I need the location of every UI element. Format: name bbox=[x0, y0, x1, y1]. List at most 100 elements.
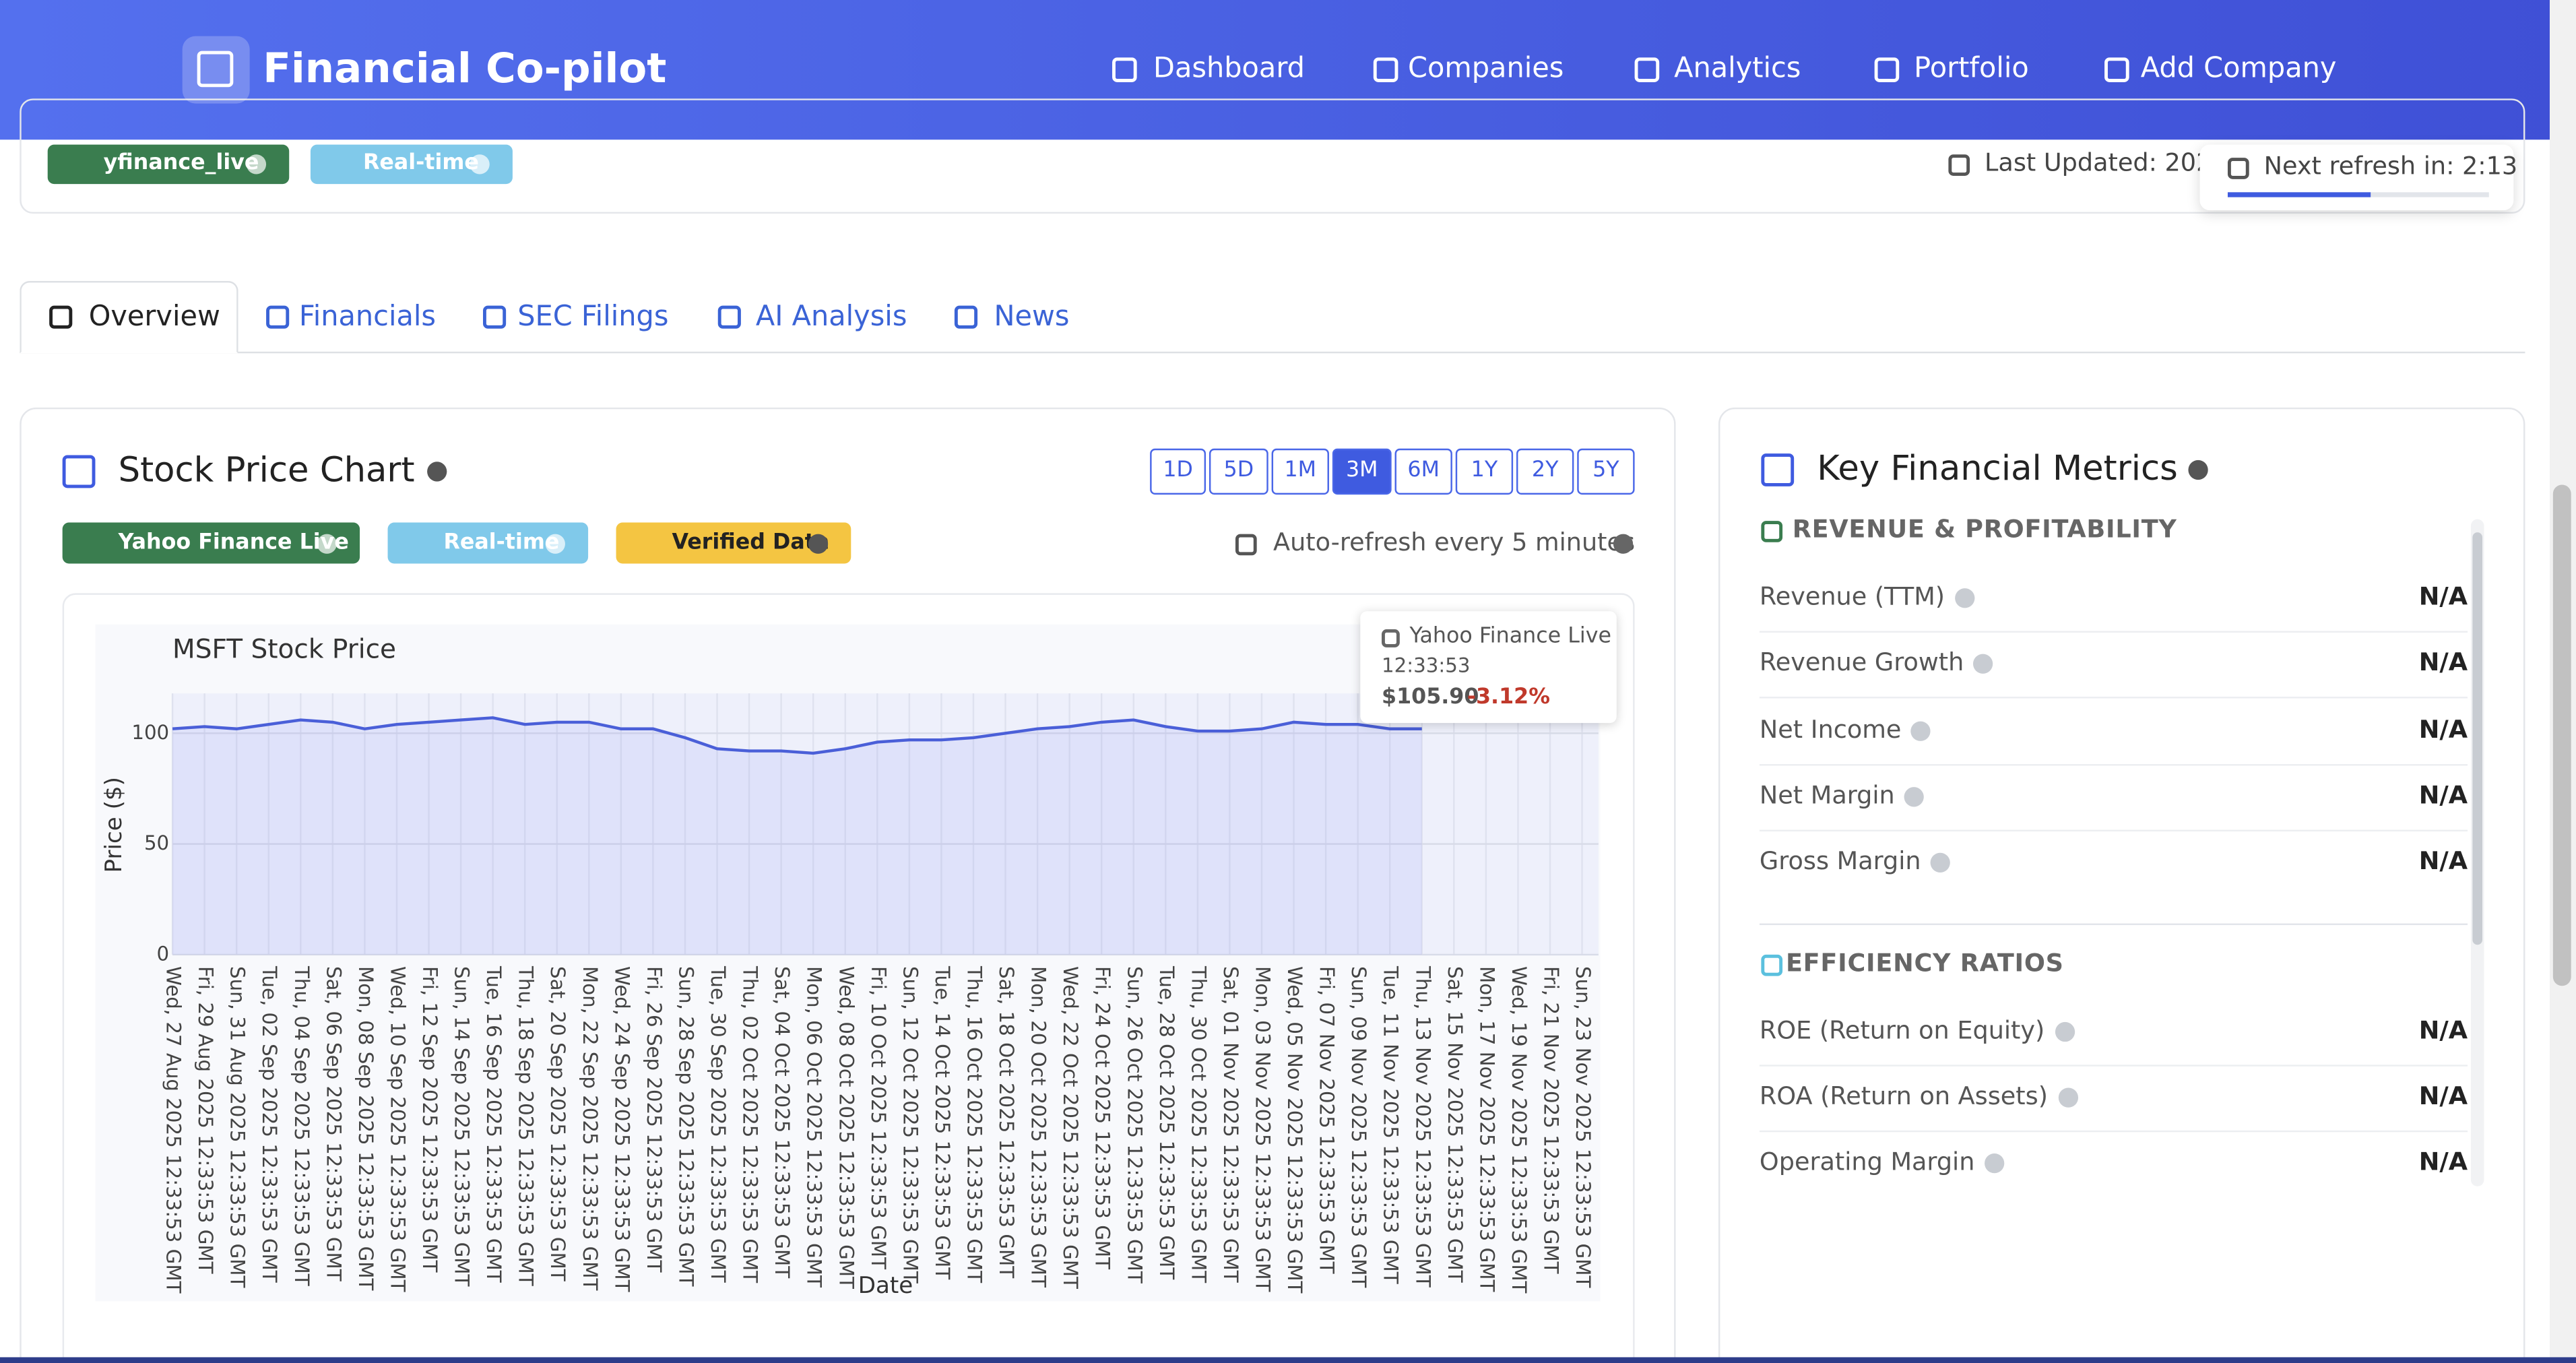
x-tick-label: Sat, 01 Nov 2025 12:33:53 GMT bbox=[1219, 966, 1242, 1283]
info-icon bbox=[470, 154, 490, 175]
status-badge-text: yfinance_live bbox=[103, 150, 259, 175]
icon bbox=[1874, 57, 1900, 82]
x-tick-label: Wed, 08 Oct 2025 12:33:53 GMT bbox=[835, 966, 858, 1289]
logo bbox=[182, 36, 250, 104]
x-tick-label: Wed, 22 Oct 2025 12:33:53 GMT bbox=[1059, 966, 1082, 1289]
metric-separator bbox=[1759, 829, 2468, 832]
tooltip bbox=[1360, 611, 1617, 724]
y-tick-label: 50 bbox=[144, 831, 169, 854]
metric-value: N/A bbox=[2418, 1081, 2468, 1112]
x-tick-label: Thu, 18 Sep 2025 12:33:53 GMT bbox=[515, 965, 538, 1286]
tooltip-change: -3.12% bbox=[1467, 684, 1550, 709]
x-axis-label: Date bbox=[858, 1272, 913, 1299]
range-button[interactable]: 6M bbox=[1394, 448, 1452, 495]
nav-item[interactable]: Add Company bbox=[2140, 52, 2337, 86]
icon bbox=[1948, 154, 1970, 175]
metrics-card bbox=[1718, 407, 2525, 1363]
y-axis-label: Price ($) bbox=[100, 777, 127, 873]
refresh-popup bbox=[2199, 144, 2514, 211]
metric-value: N/A bbox=[2418, 781, 2468, 811]
info-icon bbox=[545, 534, 565, 554]
x-tick-label: Sat, 04 Oct 2025 12:33:53 GMT bbox=[771, 966, 794, 1278]
tab[interactable]: Financials bbox=[298, 300, 437, 334]
x-tick-label: Sun, 23 Nov 2025 12:33:53 GMT bbox=[1572, 966, 1595, 1288]
info-icon bbox=[2058, 1087, 2079, 1108]
range-button[interactable]: 1M bbox=[1271, 448, 1329, 495]
section-title: REVENUE & PROFITABILITY bbox=[1792, 514, 2177, 544]
x-tick-label: Mon, 03 Nov 2025 12:33:53 GMT bbox=[1251, 966, 1274, 1292]
x-tick-label: Wed, 27 Aug 2025 12:33:53 GMT bbox=[162, 966, 185, 1294]
range-button[interactable]: 5D bbox=[1209, 448, 1268, 495]
x-tick-label: Fri, 24 Oct 2025 12:33:53 GMT bbox=[1091, 966, 1114, 1269]
range-button[interactable]: 3M bbox=[1332, 448, 1392, 495]
next-refresh: Next refresh in: 2:13 bbox=[2263, 151, 2518, 181]
nav-item[interactable]: Portfolio bbox=[1914, 52, 2029, 86]
bottom-edge bbox=[0, 1357, 2576, 1363]
icon bbox=[62, 455, 96, 488]
icon bbox=[1634, 57, 1660, 82]
y-tick-label: 100 bbox=[131, 721, 169, 744]
metric-separator bbox=[1759, 1130, 2468, 1133]
info-icon bbox=[1613, 534, 1634, 554]
metric-separator bbox=[1759, 764, 2468, 766]
x-tick-label: Fri, 12 Sep 2025 12:33:53 GMT bbox=[418, 966, 441, 1273]
x-tick-label: Fri, 21 Nov 2025 12:33:53 GMT bbox=[1539, 966, 1562, 1274]
nav-item[interactable]: Companies bbox=[1408, 52, 1564, 86]
x-tick-label: Fri, 29 Aug 2025 12:33:53 GMT bbox=[194, 966, 217, 1274]
metric-label: Gross Margin bbox=[1759, 846, 1921, 877]
x-tick-label: Sun, 09 Nov 2025 12:33:53 GMT bbox=[1347, 966, 1370, 1288]
x-tick-label: Wed, 05 Nov 2025 12:33:53 GMT bbox=[1283, 966, 1306, 1294]
stock-card bbox=[20, 407, 1676, 1363]
icon bbox=[266, 305, 290, 329]
x-tick-label: Fri, 07 Nov 2025 12:33:53 GMT bbox=[1316, 966, 1339, 1274]
x-tick-label: Tue, 14 Oct 2025 12:33:53 GMT bbox=[931, 965, 954, 1279]
source-badge-text: Verified Data bbox=[672, 530, 830, 555]
x-tick-label: Thu, 13 Nov 2025 12:33:53 GMT bbox=[1411, 965, 1434, 1288]
x-tick-label: Wed, 24 Sep 2025 12:33:53 GMT bbox=[610, 966, 633, 1292]
x-tick-label: Sun, 12 Oct 2025 12:33:53 GMT bbox=[899, 966, 922, 1283]
tooltip-time: 12:33:53 bbox=[1382, 654, 1471, 678]
tab[interactable]: Overview bbox=[88, 300, 220, 334]
icon bbox=[1761, 953, 1783, 976]
metric-value: N/A bbox=[2418, 715, 2468, 745]
info-icon bbox=[1930, 852, 1950, 873]
info-icon bbox=[1904, 787, 1924, 807]
icon bbox=[1382, 628, 1400, 647]
nav-item[interactable]: Dashboard bbox=[1153, 52, 1305, 86]
tab-active bbox=[20, 281, 238, 354]
metrics-title: Key Financial Metrics bbox=[1817, 449, 2178, 489]
x-tick-label: Fri, 26 Sep 2025 12:33:53 GMT bbox=[643, 966, 666, 1273]
source-badge bbox=[62, 522, 360, 564]
range-button[interactable]: 5Y bbox=[1577, 448, 1635, 495]
x-tick-label: Sat, 20 Sep 2025 12:33:53 GMT bbox=[546, 966, 569, 1281]
y-tick-label: 0 bbox=[157, 942, 170, 965]
icon bbox=[197, 51, 234, 88]
tab[interactable]: News bbox=[994, 300, 1070, 334]
icon bbox=[483, 305, 507, 329]
section-separator bbox=[1759, 923, 2468, 926]
range-button[interactable]: 1Y bbox=[1455, 448, 1514, 495]
tab[interactable]: SEC Filings bbox=[517, 300, 669, 334]
metric-label: Net Income bbox=[1759, 715, 1902, 745]
x-tick-label: Mon, 20 Oct 2025 12:33:53 GMT bbox=[1027, 966, 1050, 1288]
x-tick-label: Mon, 17 Nov 2025 12:33:53 GMT bbox=[1475, 966, 1498, 1292]
x-tick-label: Sat, 15 Nov 2025 12:33:53 GMT bbox=[1444, 966, 1467, 1283]
metric-value: N/A bbox=[2418, 1015, 2468, 1046]
range-button[interactable]: 2Y bbox=[1516, 448, 1574, 495]
x-tick-label: Sun, 28 Sep 2025 12:33:53 GMT bbox=[674, 966, 697, 1286]
x-tick-label: Mon, 08 Sep 2025 12:33:53 GMT bbox=[354, 966, 377, 1291]
chart-title: MSFT Stock Price bbox=[172, 634, 396, 664]
info-icon bbox=[2188, 459, 2208, 480]
source-badge-text: Real-time bbox=[443, 530, 560, 555]
window-scroll-thumb bbox=[2552, 484, 2571, 986]
range-button[interactable]: 1D bbox=[1150, 448, 1206, 495]
x-tick-label: Sat, 18 Oct 2025 12:33:53 GMT bbox=[995, 966, 1018, 1278]
status-badge-text: Real-time bbox=[362, 150, 479, 175]
x-tick-label: Thu, 30 Oct 2025 12:33:53 GMT bbox=[1187, 965, 1210, 1283]
nav-item[interactable]: Analytics bbox=[1674, 52, 1801, 86]
tab[interactable]: AI Analysis bbox=[755, 300, 907, 334]
x-tick-label: Tue, 11 Nov 2025 12:33:53 GMT bbox=[1380, 965, 1403, 1284]
info-icon bbox=[1955, 588, 1975, 608]
metric-separator bbox=[1759, 697, 2468, 699]
tooltip-price: $105.90 bbox=[1382, 684, 1479, 709]
